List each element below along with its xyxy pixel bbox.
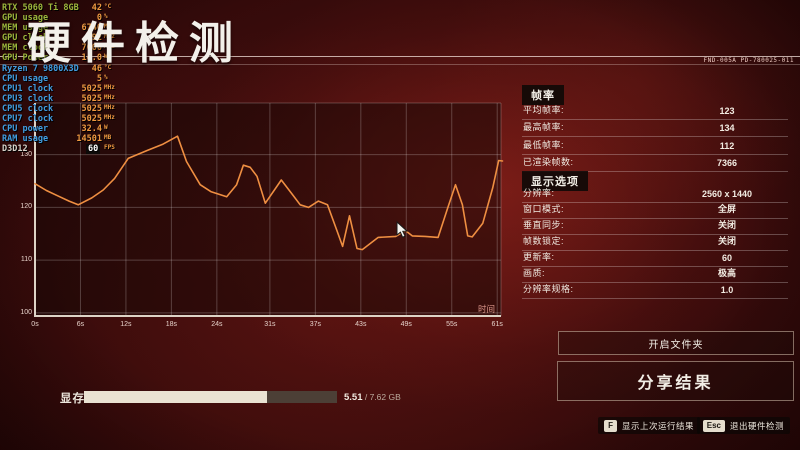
x-axis-tick-label: 55s <box>446 321 458 328</box>
osd-sensor-value: 5025 <box>81 83 102 94</box>
stat-row: 分辨率规格: 1.0 <box>522 283 788 299</box>
stat-label: 已渲染帧数: <box>523 156 574 167</box>
stat-value: 112 <box>719 140 735 151</box>
stat-label: 垂直同步: <box>523 220 565 230</box>
stat-label: 窗口模式: <box>523 204 565 214</box>
osd-sensor-label: CPU7 clock <box>2 114 54 125</box>
osd-sensor-unit: MHz <box>104 83 115 91</box>
osd-sensor-label: CPU3 clock <box>2 93 54 104</box>
y-axis-tick-label: 120 <box>20 203 32 211</box>
stat-value: 1.0 <box>720 285 734 295</box>
osd-sensor-value: 5 <box>96 73 102 84</box>
stat-value: 7366 <box>716 157 738 168</box>
x-axis-tick-label: 37s <box>309 321 321 328</box>
x-axis-tick-label: 0s <box>31 321 39 328</box>
stat-row: 已渲染帧数: 7366 <box>522 155 788 172</box>
osd-sensor-label: RAM usage <box>2 134 49 145</box>
stat-label: 画质: <box>523 268 546 278</box>
stat-value: 134 <box>719 123 735 134</box>
stat-row: 画质: 极高 <box>522 267 788 283</box>
stat-row: 分辨率: 2560 x 1440 <box>522 187 788 203</box>
framerate-stats: 平均帧率: 123 最高帧率: 134 最低帧率: 112 已渲染帧数: 7366 <box>522 103 788 172</box>
share-results-button[interactable]: 分享结果 <box>557 361 794 401</box>
framerate-section-header: 帧率 <box>522 85 564 105</box>
x-axis-tick-label: 31s <box>264 321 276 328</box>
stat-value: 全屏 <box>717 204 736 214</box>
mouse-cursor-icon <box>396 221 409 238</box>
vram-total-value: / 7.62 GB <box>362 392 401 402</box>
osd-sensor-value: 5025 <box>81 114 102 125</box>
stat-label: 最低帧率: <box>523 139 565 150</box>
stat-row: 垂直同步: 关闭 <box>522 219 788 235</box>
osd-sensor-value: 32.4 <box>81 124 102 135</box>
stat-row: 更新率: 60 <box>522 251 788 267</box>
hotkey-exit-benchmark[interactable]: Esc 退出硬件检测 <box>696 417 790 434</box>
osd-row: CPU power 32.4 W <box>2 124 132 134</box>
stat-value: 2560 x 1440 <box>701 189 753 199</box>
osd-sensor-value: 60 <box>86 144 101 155</box>
display-options-stats: 分辨率: 2560 x 1440 窗口模式: 全屏 垂直同步: 关闭 帧数锁定: 关闭 更新率:… <box>522 187 788 299</box>
osd-sensor-unit: MB <box>104 134 112 142</box>
vram-used-value: 5.51 <box>344 392 363 403</box>
osd-sensor-value: 5025 <box>81 93 102 104</box>
stat-row: 帧数锁定: 关闭 <box>522 235 788 251</box>
stat-row: 最低帧率: 112 <box>522 137 788 155</box>
osd-sensor-label: CPU power <box>2 124 49 135</box>
stat-value: 123 <box>719 106 735 117</box>
hotkey-exit-label: 退出硬件检测 <box>729 420 784 431</box>
stat-label: 分辨率规格: <box>523 284 574 294</box>
osd-sensor-unit: FPS <box>104 144 115 152</box>
stat-value: 极高 <box>717 268 736 278</box>
osd-sensor-unit: MHz <box>104 93 115 101</box>
stat-label: 平均帧率: <box>523 105 565 116</box>
open-folder-button[interactable]: 开启文件夹 <box>558 331 794 355</box>
x-axis-tick-label: 49s <box>400 321 412 328</box>
osd-sensor-unit: % <box>104 73 108 81</box>
osd-sensor-unit: W <box>104 124 108 132</box>
stat-row: 最高帧率: 134 <box>522 120 788 138</box>
stat-label: 更新率: <box>523 252 555 262</box>
stat-label: 分辨率: <box>523 188 555 198</box>
hotkey-show-last-label: 显示上次运行结果 <box>621 420 694 431</box>
stat-label: 最高帧率: <box>523 122 565 133</box>
vram-progress-fill <box>84 391 267 403</box>
x-axis-tick-label: 6s <box>76 321 85 328</box>
stat-value: 60 <box>721 253 732 263</box>
y-axis-tick-label: 110 <box>20 256 32 264</box>
x-axis-tick-label: 12s <box>120 321 132 328</box>
y-axis-tick-label: 100 <box>20 308 32 316</box>
stat-row: 平均帧率: 123 <box>522 103 788 121</box>
osd-sensor-label: D3D12 <box>2 144 28 155</box>
chart-time-axis-label: 时间 <box>478 304 496 314</box>
x-axis-tick-label: 18s <box>165 321 178 328</box>
stat-row: 窗口模式: 全屏 <box>522 203 788 219</box>
hotkey-show-last-results[interactable]: F 显示上次运行结果 <box>598 417 700 434</box>
osd-sensor-label: CPU5 clock <box>2 103 54 114</box>
x-axis-tick-label: 24s <box>211 321 223 328</box>
esc-key-icon: Esc <box>702 419 725 432</box>
osd-sensor-value: 5025 <box>81 103 102 114</box>
vram-progress-bar <box>84 391 337 403</box>
osd-row: D3D12 60 FPS <box>2 144 132 155</box>
page-title: 硬件检测 <box>27 19 243 68</box>
stat-label: 帧数锁定: <box>523 236 565 246</box>
osd-sensor-unit: MHz <box>104 114 115 122</box>
osd-sensor-label: CPU1 clock <box>2 83 54 94</box>
osd-row: CPU7 clock 5025 MHz <box>2 114 132 124</box>
osd-sensor-value: 14501 <box>76 134 102 145</box>
x-axis-tick-label: 61s <box>491 321 503 328</box>
vram-label: 显存 <box>60 393 85 405</box>
osd-sensor-label: CPU usage <box>2 73 49 84</box>
vram-usage-text: 5.51 / 7.62 GB <box>344 392 401 403</box>
x-axis-tick-label: 43s <box>355 321 367 328</box>
f-key-icon: F <box>604 419 617 432</box>
osd-sensor-unit: MHz <box>104 103 115 111</box>
stat-value: 关闭 <box>717 236 736 246</box>
stat-value: 关闭 <box>717 220 736 230</box>
